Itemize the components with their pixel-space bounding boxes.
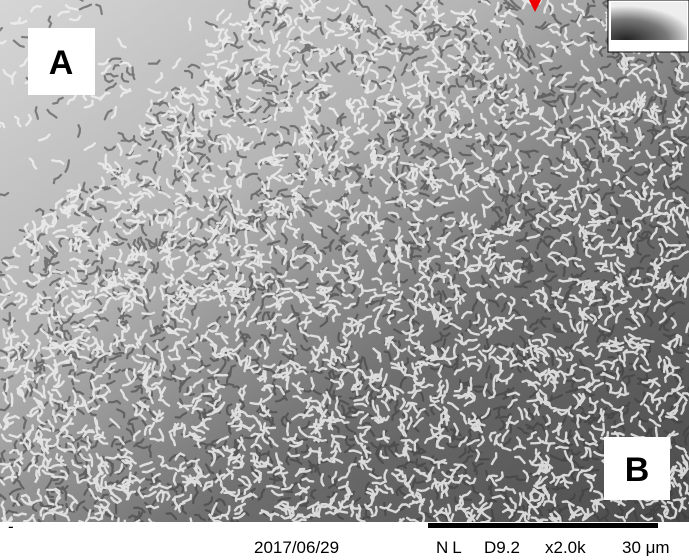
scale-bar (428, 523, 658, 528)
footer-mag: x2.0k (545, 538, 586, 557)
micrograph: A B - 2017/06/29 NL D9.2 x2.0k 30 μm (0, 0, 689, 560)
footer-wd: D9.2 (484, 538, 520, 557)
footer-date: 2017/06/29 (254, 538, 339, 557)
footer-mode: NL (436, 538, 466, 557)
footer-marker: - (8, 517, 14, 536)
inset-image (611, 2, 687, 40)
footer-scale: 30 μm (622, 538, 670, 557)
label-b: B (625, 451, 650, 489)
label-a: A (49, 44, 74, 82)
